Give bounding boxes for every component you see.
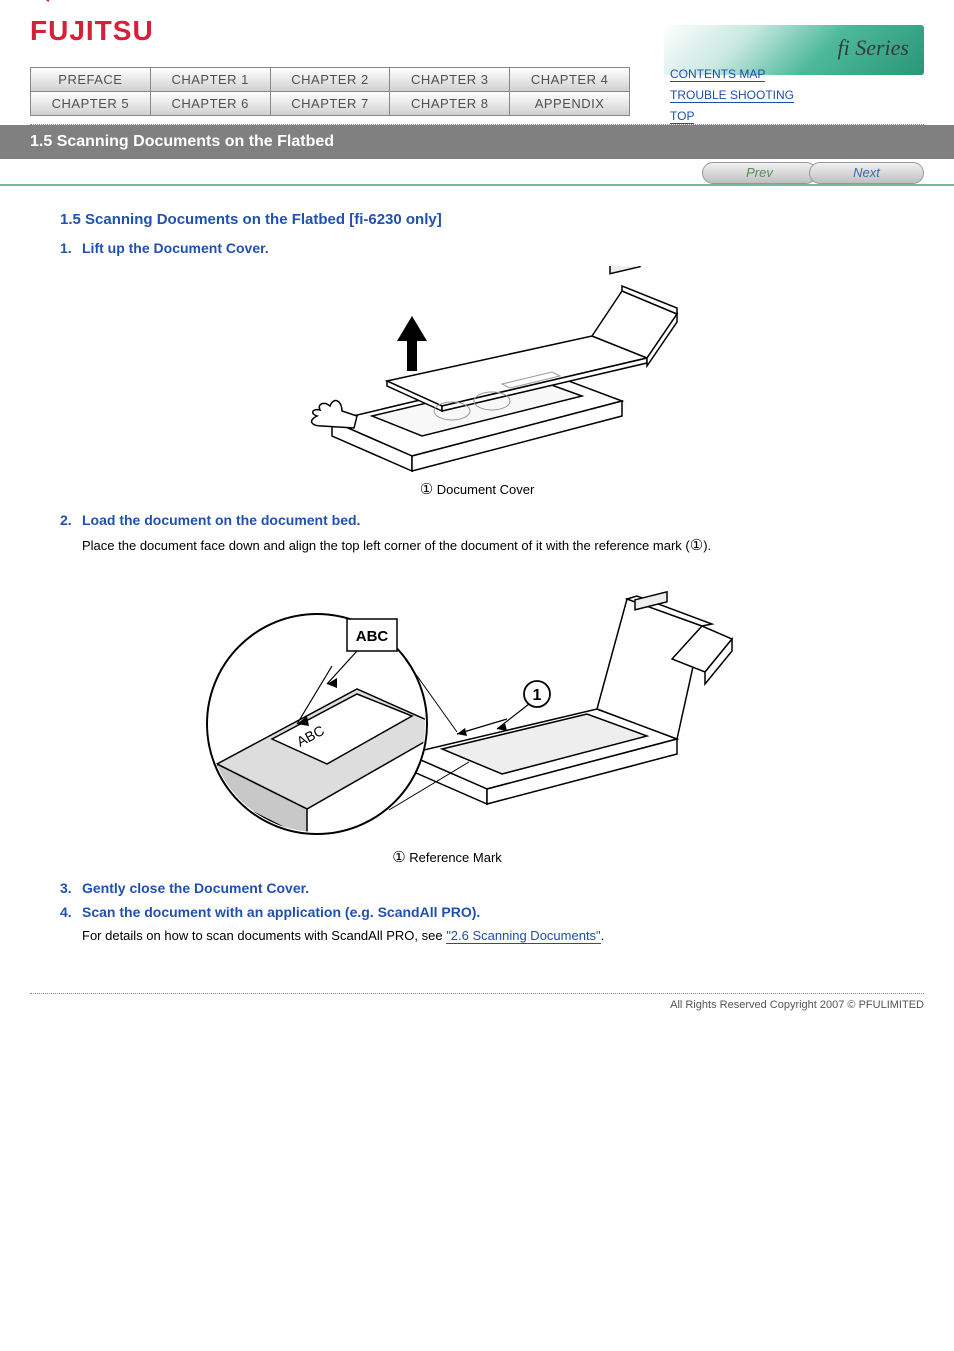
- figure-lift-cover: ① Document Cover: [60, 266, 894, 502]
- figure2-marker-1: 1: [533, 687, 542, 704]
- tab-preface[interactable]: PREFACE: [30, 67, 151, 92]
- step-number: 1.: [60, 240, 82, 256]
- tab-chapter-6[interactable]: CHAPTER 6: [151, 92, 271, 116]
- figure1-caption: ① Document Cover: [420, 480, 535, 498]
- tab-chapter-5[interactable]: CHAPTER 5: [30, 92, 151, 116]
- scanner-placement-illustration-icon: 1 ABC: [157, 564, 797, 844]
- figure2-ref-marker: ①: [392, 848, 405, 866]
- step-2-sub-after: ).: [703, 538, 711, 553]
- step-text: Lift up the Document Cover.: [82, 240, 269, 256]
- step-1: 1. Lift up the Document Cover.: [60, 240, 894, 256]
- next-button[interactable]: Next: [809, 162, 924, 184]
- figure2-abc-label: ABC: [356, 628, 389, 645]
- series-label: fi Series: [838, 35, 910, 61]
- link-section-2-6[interactable]: "2.6 Scanning Documents": [446, 928, 600, 944]
- step-4-sub-before: For details on how to scan documents wit…: [82, 928, 446, 943]
- step-4-sub: For details on how to scan documents wit…: [82, 928, 894, 943]
- step-2-sub: Place the document face down and align t…: [82, 536, 894, 554]
- figure2-caption: ① Reference Mark: [392, 848, 562, 866]
- header: FUJITSU fi Series: [0, 0, 954, 47]
- tab-chapter-7[interactable]: CHAPTER 7: [271, 92, 391, 116]
- nav-tabs: PREFACE CHAPTER 1 CHAPTER 2 CHAPTER 3 CH…: [30, 67, 924, 116]
- main-content: 1.5 Scanning Documents on the Flatbed [f…: [0, 186, 954, 963]
- section-heading: 1.5 Scanning Documents on the Flatbed [f…: [60, 211, 894, 228]
- title-bar: 1.5 Scanning Documents on the Flatbed: [0, 125, 954, 159]
- step-number: 2.: [60, 512, 82, 528]
- prev-button[interactable]: Prev: [702, 162, 817, 184]
- step-2: 2. Load the document on the document bed…: [60, 512, 894, 528]
- step-text: Scan the document with an application (e…: [82, 904, 480, 920]
- tab-chapter-4[interactable]: CHAPTER 4: [510, 67, 630, 92]
- figure2-ref-text: Reference Mark: [409, 850, 501, 865]
- step-number: 4.: [60, 904, 82, 920]
- tab-chapter-2[interactable]: CHAPTER 2: [271, 67, 391, 92]
- step-text: Load the document on the document bed.: [82, 512, 360, 528]
- figure-place-document: 1 ABC: [60, 564, 894, 870]
- copyright: All Rights Reserved Copyright 2007 © PFU…: [0, 994, 954, 1031]
- scanner-lift-illustration-icon: [262, 266, 692, 476]
- circled-1: ①: [420, 480, 433, 498]
- link-contents-map[interactable]: CONTENTS MAP: [670, 67, 765, 82]
- pager: Prev Next: [0, 159, 954, 186]
- nav-row-2: CHAPTER 5 CHAPTER 6 CHAPTER 7 CHAPTER 8 …: [30, 92, 630, 116]
- tab-chapter-1[interactable]: CHAPTER 1: [151, 67, 271, 92]
- step-text: Gently close the Document Cover.: [82, 880, 309, 896]
- step-number: 3.: [60, 880, 82, 896]
- step-2-sub-before: Place the document face down and align t…: [82, 538, 690, 553]
- step-3: 3. Gently close the Document Cover.: [60, 880, 894, 896]
- side-links: CONTENTS MAP TROUBLE SHOOTING TOP: [670, 67, 794, 130]
- link-troubleshooting[interactable]: TROUBLE SHOOTING: [670, 88, 794, 103]
- brand-logo: FUJITSU: [30, 15, 154, 47]
- tab-chapter-8[interactable]: CHAPTER 8: [390, 92, 510, 116]
- tab-chapter-3[interactable]: CHAPTER 3: [390, 67, 510, 92]
- step-4-sub-after: .: [601, 928, 605, 943]
- step-4: 4. Scan the document with an application…: [60, 904, 894, 920]
- nav-row-1: PREFACE CHAPTER 1 CHAPTER 2 CHAPTER 3 CH…: [30, 67, 630, 92]
- logo-infinity-icon: [43, 0, 57, 4]
- step-2-circled: ①: [690, 537, 703, 554]
- brand-name: FUJITSU: [30, 15, 154, 46]
- tab-appendix[interactable]: APPENDIX: [510, 92, 630, 116]
- link-top[interactable]: TOP: [670, 109, 694, 124]
- figure1-caption-text: Document Cover: [437, 482, 535, 497]
